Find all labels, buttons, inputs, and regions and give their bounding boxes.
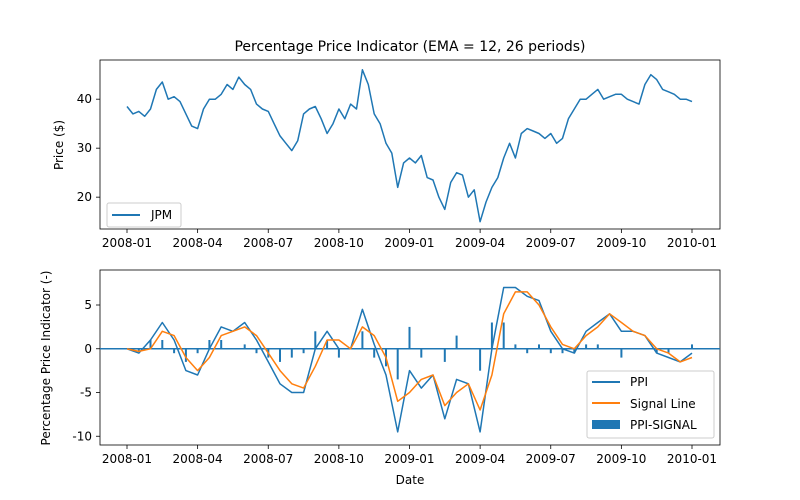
price-legend-label-jpm: JPM — [150, 208, 172, 222]
ppi-signal-bar — [408, 326, 411, 349]
ppi-x-tick-label: 2008-07 — [243, 452, 293, 466]
price-axes-frame — [99, 59, 721, 230]
ppi-signal-bar — [314, 331, 317, 349]
ppi-signal-bar — [184, 348, 187, 362]
ppi-y-axis-label: Percentage Price Indicator (-) — [39, 271, 53, 446]
ppi-legend-label-signal: Signal Line — [630, 397, 696, 411]
ppi-x-tick-label: 2009-04 — [455, 452, 505, 466]
price-y-tick-label: 40 — [77, 92, 92, 106]
ppi-signal-bar — [596, 344, 599, 349]
ppi-x-axis-label: Date — [396, 473, 425, 487]
ppi-signal-bar — [255, 348, 258, 354]
price-x-tick-label: 2009-04 — [455, 236, 505, 250]
ppi-signal-bar — [620, 348, 623, 358]
ppi-signal-bar — [373, 348, 376, 358]
ppi-y-ticks: -10 -5 0 5 — [72, 298, 100, 443]
ppi-signal-bar — [220, 340, 223, 349]
ppi-x-tick-label: 2009-01 — [384, 452, 434, 466]
series-line-jpm — [126, 69, 693, 223]
ppi-signal-bar — [667, 348, 670, 354]
ppi-axes-frame — [99, 269, 721, 446]
ppi-x-tick-label: 2008-01 — [102, 452, 152, 466]
ppi-y-tick-label: -10 — [72, 429, 92, 443]
ppi-signal-bar — [337, 348, 340, 358]
ppi-signal-bar — [173, 348, 176, 354]
ppi-signal-bars — [137, 322, 693, 380]
price-axes: 2008-01 2008-04 2008-07 2008-10 2009-01 2009-… — [52, 59, 721, 250]
ppi-signal-bar — [514, 344, 517, 349]
ppi-signal-bar — [573, 348, 576, 354]
ppi-signal-bar — [361, 331, 364, 349]
ppi-signal-bar — [279, 348, 281, 362]
ppi-signal-bar — [691, 344, 693, 349]
ppi-y-tick-label: -5 — [80, 386, 92, 400]
ppi-signal-bar — [302, 348, 305, 354]
price-y-tick-label: 20 — [77, 190, 92, 204]
price-y-ticks: 20 30 40 — [77, 92, 100, 204]
price-x-tick-label: 2009-07 — [526, 236, 576, 250]
ppi-signal-bar — [479, 348, 482, 371]
ppi-signal-bar — [396, 348, 399, 380]
price-x-ticks: 2008-01 2008-04 2008-07 2008-10 2009-01 2009-… — [102, 229, 717, 250]
ppi-axes: 2008-01 2008-04 2008-07 2008-10 2009-01 2009-… — [39, 269, 721, 487]
price-legend: JPM — [106, 202, 182, 228]
ppi-signal-bar — [490, 322, 493, 349]
ppi-signal-bar — [538, 344, 540, 349]
ppi-x-tick-label: 2008-10 — [314, 452, 364, 466]
ppi-signal-bar — [585, 344, 588, 349]
price-x-tick-label: 2008-01 — [102, 236, 152, 250]
ppi-signal-bar — [243, 344, 246, 349]
price-y-axis-label: Price ($) — [52, 120, 66, 170]
ppi-legend-swatch-diff — [592, 420, 620, 429]
series-line-ppi — [126, 286, 693, 433]
ppi-x-tick-label: 2008-04 — [173, 452, 223, 466]
ppi-x-ticks: 2008-01 2008-04 2008-07 2008-10 2009-01 2009-… — [102, 445, 717, 466]
ppi-signal-bar — [443, 348, 446, 362]
ppi-legend: PPI Signal Line PPI-SIGNAL — [586, 370, 715, 439]
price-y-tick-label: 30 — [77, 141, 92, 155]
ppi-legend-label-ppi: PPI — [630, 375, 648, 389]
price-x-tick-label: 2010-01 — [667, 236, 717, 250]
ppi-signal-bar — [502, 322, 505, 349]
price-x-tick-label: 2009-10 — [596, 236, 646, 250]
ppi-signal-bar — [326, 340, 329, 349]
ppi-signal-bar — [149, 340, 152, 349]
ppi-signal-bar — [561, 348, 564, 354]
ppi-y-tick-label: 5 — [84, 298, 92, 312]
ppi-signal-bar — [655, 348, 658, 354]
ppi-signal-bar — [137, 348, 140, 351]
ppi-legend-label-diff: PPI-SIGNAL — [630, 418, 697, 432]
ppi-signal-bar — [455, 335, 458, 349]
series-line-signal — [126, 291, 693, 411]
ppi-y-tick-label: 0 — [84, 342, 92, 356]
ppi-signal-bar — [526, 348, 529, 354]
price-x-tick-label: 2008-10 — [314, 236, 364, 250]
price-series — [126, 69, 693, 223]
ppi-x-tick-label: 2009-07 — [526, 452, 576, 466]
ppi-signal-bar — [208, 340, 211, 349]
price-x-tick-label: 2009-01 — [384, 236, 434, 250]
ppi-x-tick-label: 2010-01 — [667, 452, 717, 466]
price-legend-box — [106, 202, 182, 228]
ppi-x-tick-label: 2009-10 — [596, 452, 646, 466]
ppi-signal-bar — [161, 340, 164, 349]
ppi-series — [100, 286, 720, 433]
ppi-signal-bar — [196, 348, 199, 354]
price-x-tick-label: 2008-04 — [173, 236, 223, 250]
ppi-signal-bar — [549, 348, 552, 354]
price-x-tick-label: 2008-07 — [243, 236, 293, 250]
ppi-signal-bar — [290, 348, 293, 358]
ppi-signal-bar — [420, 348, 423, 358]
chart-title: Percentage Price Indicator (EMA = 12, 26… — [234, 39, 585, 55]
